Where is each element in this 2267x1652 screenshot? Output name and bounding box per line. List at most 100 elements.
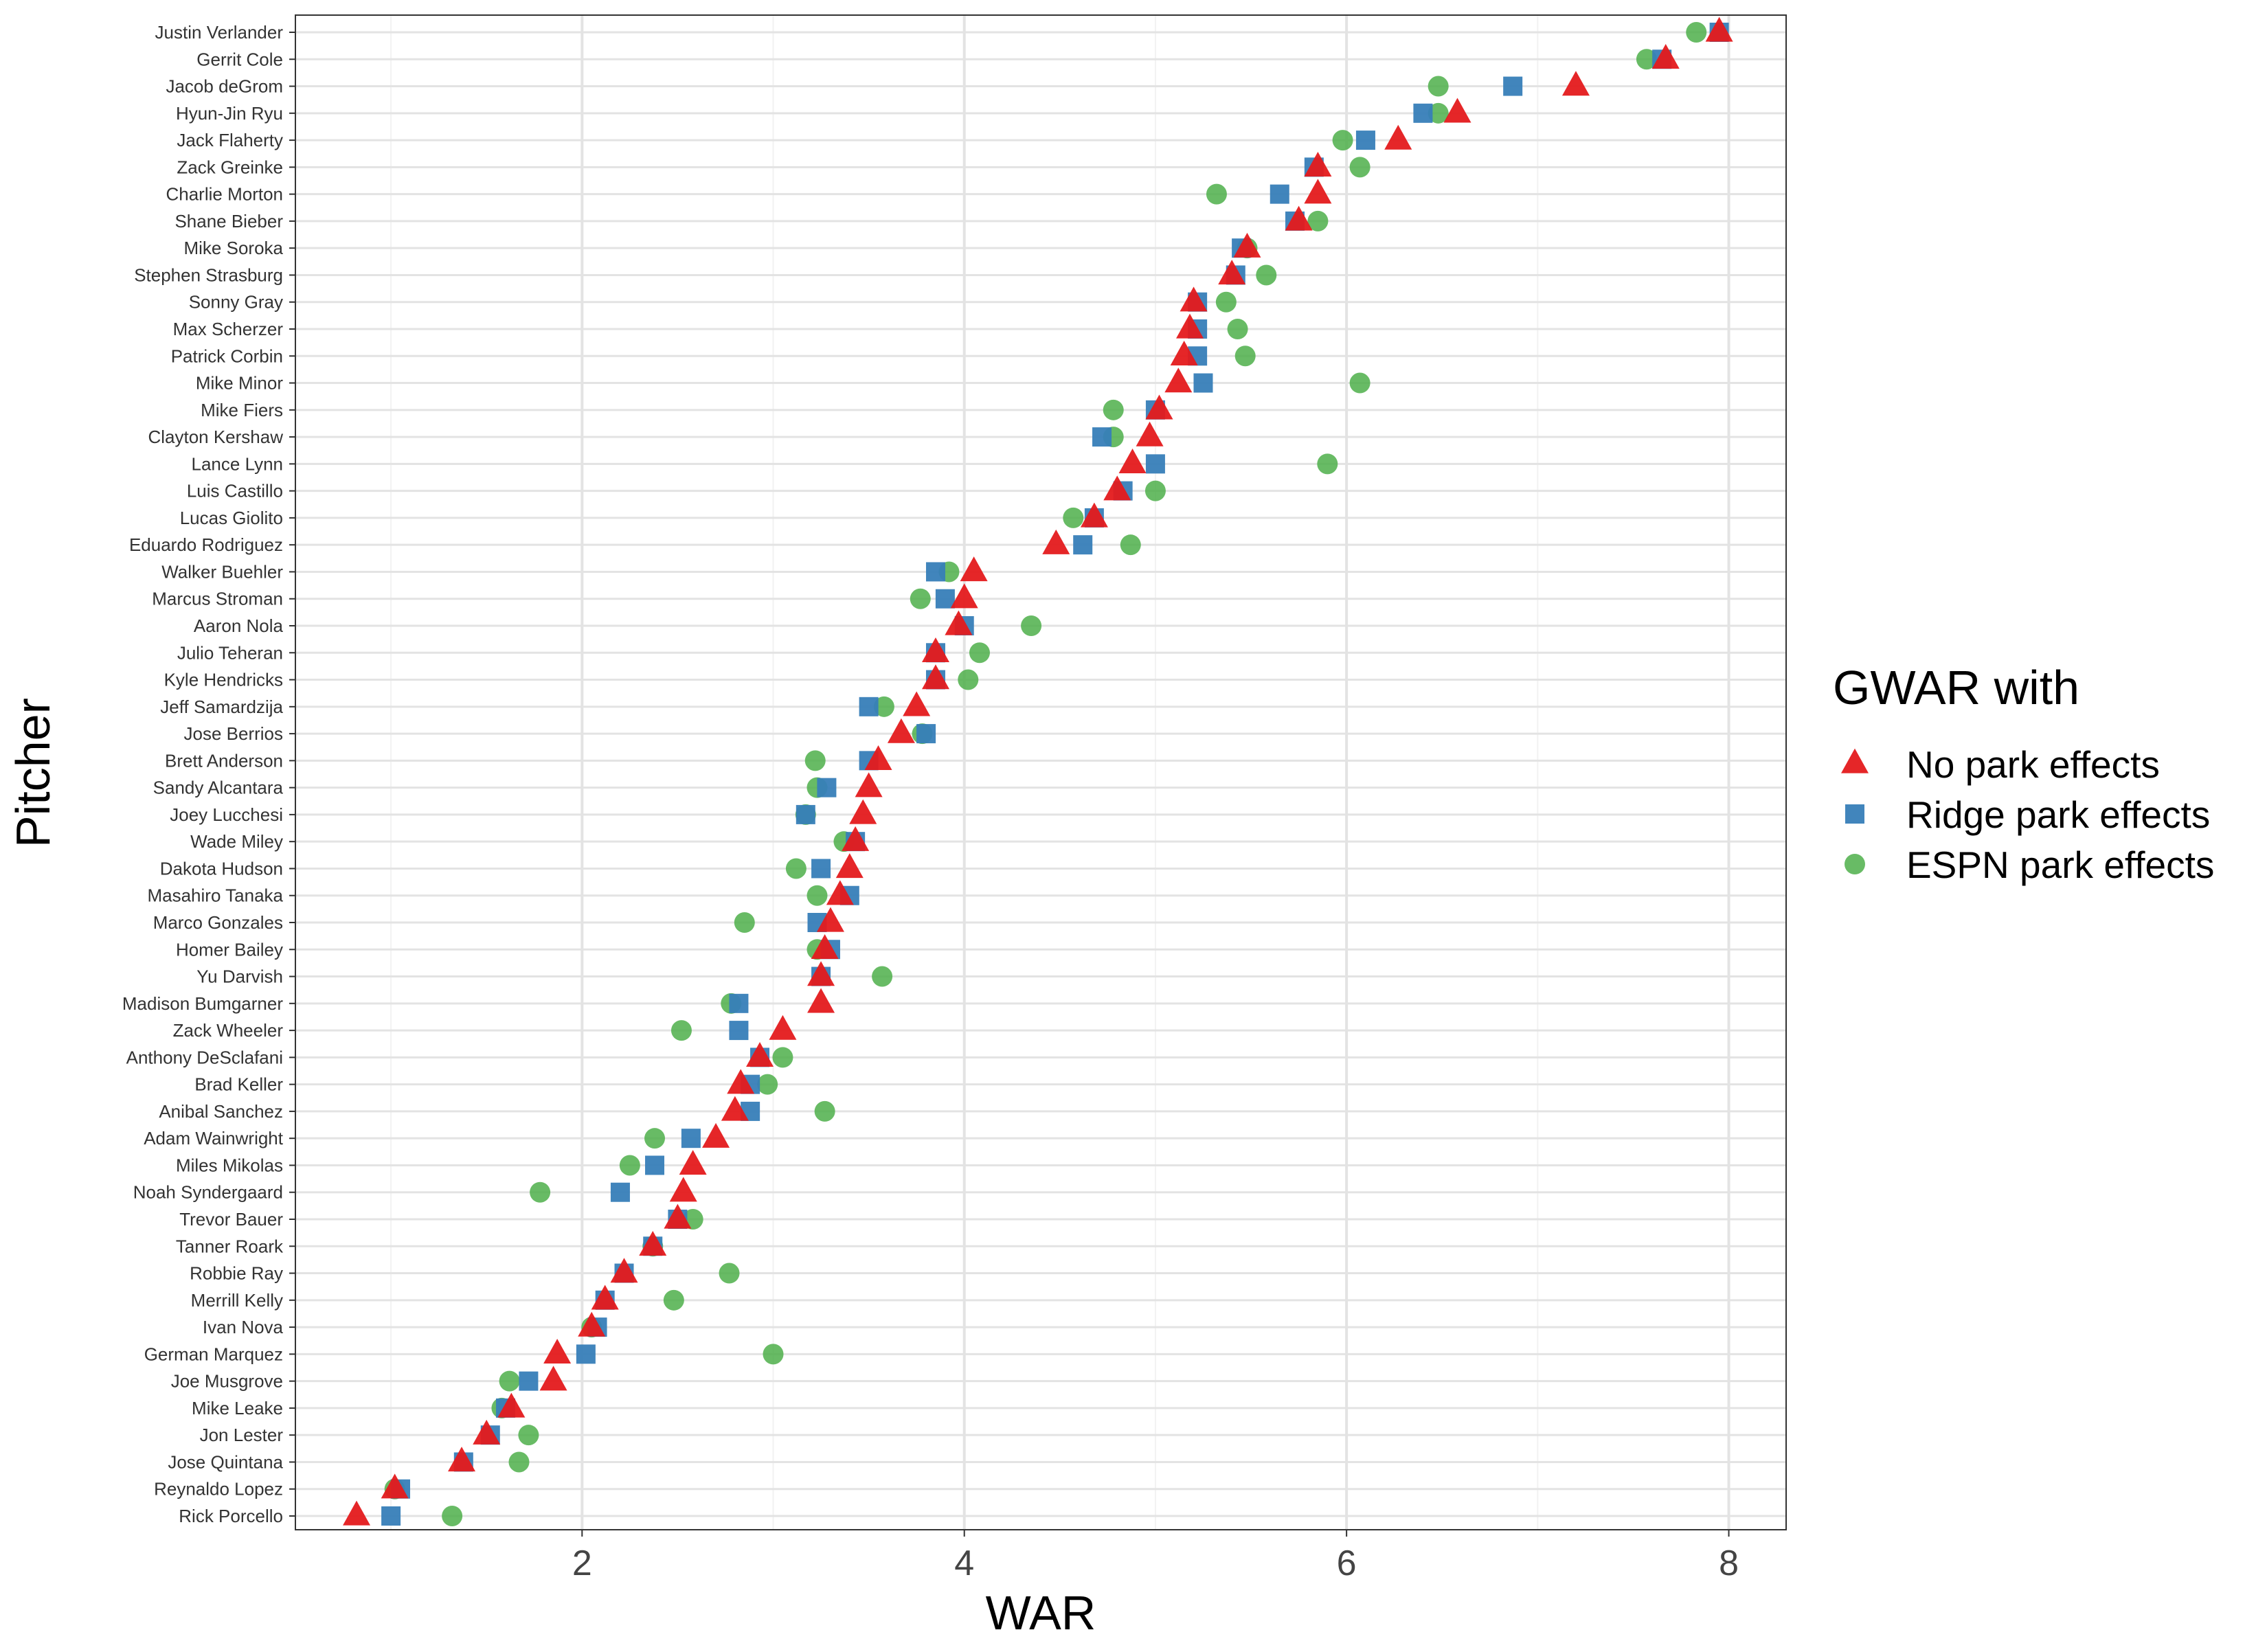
y-tick-label: Jack Flaherty bbox=[177, 130, 283, 150]
circle-point bbox=[958, 670, 978, 690]
square-point bbox=[796, 805, 815, 824]
square-point bbox=[611, 1183, 630, 1202]
y-tick-label: German Marquez bbox=[144, 1344, 283, 1364]
y-tick-label: Jose Berrios bbox=[184, 723, 284, 744]
circle-point bbox=[1206, 184, 1227, 205]
circle-point bbox=[1317, 453, 1338, 474]
x-tick-label: 4 bbox=[954, 1543, 974, 1583]
circle-point bbox=[872, 966, 892, 987]
square-point bbox=[645, 1155, 664, 1175]
y-tick-label: Jeff Samardzija bbox=[160, 697, 283, 717]
y-tick-label: Julio Teheran bbox=[177, 642, 283, 663]
circle-point bbox=[757, 1074, 778, 1095]
y-tick-label: Masahiro Tanaka bbox=[147, 885, 283, 906]
legend: GWAR with No park effectsRidge park effe… bbox=[1833, 661, 2214, 886]
circle-point bbox=[499, 1371, 520, 1392]
x-axis-title: WAR bbox=[986, 1586, 1096, 1640]
circle-point bbox=[1256, 264, 1276, 285]
y-tick-label: Jacob deGrom bbox=[166, 76, 283, 97]
square-point bbox=[1146, 454, 1165, 473]
y-tick-label: Brad Keller bbox=[194, 1074, 283, 1095]
y-tick-label: Charlie Morton bbox=[166, 184, 283, 205]
square-point bbox=[1503, 77, 1522, 96]
circle-point bbox=[509, 1451, 530, 1472]
circle-point bbox=[1103, 400, 1124, 420]
y-tick-label: Gerrit Cole bbox=[196, 49, 283, 69]
circle-point bbox=[969, 642, 990, 663]
y-tick-label: Madison Bumgarner bbox=[122, 993, 283, 1014]
square-point bbox=[1356, 131, 1375, 150]
x-tick-label: 6 bbox=[1337, 1543, 1357, 1583]
square-point bbox=[381, 1506, 401, 1526]
circle-point bbox=[1235, 346, 1256, 366]
square-point bbox=[936, 589, 955, 609]
circle-point bbox=[1686, 22, 1706, 43]
circle-point bbox=[1350, 157, 1371, 177]
y-tick-label: Tanner Roark bbox=[176, 1236, 284, 1256]
square-point bbox=[859, 697, 879, 716]
y-tick-label: Zack Greinke bbox=[177, 157, 283, 177]
legend-label: No park effects bbox=[1906, 743, 2160, 786]
y-tick-label: Stephen Strasburg bbox=[134, 264, 283, 285]
y-tick-label: Lucas Giolito bbox=[180, 508, 283, 528]
circle-point bbox=[644, 1128, 665, 1149]
y-tick-label: Homer Bailey bbox=[176, 939, 283, 960]
y-tick-label: Marcus Stroman bbox=[152, 589, 283, 609]
y-tick-label: Rick Porcello bbox=[179, 1506, 283, 1526]
y-tick-label: Brett Anderson bbox=[165, 750, 283, 771]
y-tick-label: Patrick Corbin bbox=[171, 346, 283, 366]
y-tick-label: Max Scherzer bbox=[173, 319, 284, 339]
legend-items: No park effectsRidge park effectsESPN pa… bbox=[1841, 743, 2214, 886]
circle-point bbox=[1063, 508, 1083, 528]
square-point bbox=[817, 778, 836, 797]
circle-point bbox=[1120, 534, 1141, 555]
y-tick-label: Jon Lester bbox=[200, 1425, 284, 1445]
circle-point bbox=[786, 858, 807, 879]
y-axis: Justin Verlander Gerrit Cole Jacob deGrom H… bbox=[122, 22, 295, 1526]
circle-point bbox=[518, 1425, 539, 1445]
y-tick-label: Sandy Alcantara bbox=[153, 778, 284, 798]
y-tick-label: Sonny Gray bbox=[189, 292, 283, 313]
y-tick-label: Luis Castillo bbox=[187, 481, 283, 501]
y-tick-label: Yu Darvish bbox=[196, 966, 283, 987]
legend-triangle-marker bbox=[1841, 749, 1869, 773]
y-tick-label: Anibal Sanchez bbox=[159, 1101, 283, 1122]
circle-point bbox=[815, 1101, 835, 1122]
y-tick-label: Clayton Kershaw bbox=[148, 427, 283, 447]
square-point bbox=[681, 1129, 701, 1148]
circle-point bbox=[734, 912, 755, 933]
y-tick-label: Mike Soroka bbox=[184, 238, 284, 258]
y-tick-label: Reynaldo Lopez bbox=[154, 1479, 283, 1500]
square-point bbox=[1092, 427, 1112, 446]
y-tick-label: Aaron Nola bbox=[194, 615, 284, 636]
y-tick-label: Ivan Nova bbox=[203, 1317, 284, 1337]
y-tick-label: Marco Gonzales bbox=[153, 912, 283, 933]
circle-point bbox=[1145, 481, 1166, 501]
y-tick-label: Hyun-Jin Ryu bbox=[176, 103, 283, 124]
circle-point bbox=[763, 1344, 784, 1364]
y-tick-label: Zack Wheeler bbox=[173, 1020, 284, 1041]
circle-point bbox=[664, 1290, 684, 1311]
y-tick-label: Justin Verlander bbox=[155, 22, 284, 43]
y-tick-label: Kyle Hendricks bbox=[164, 670, 283, 690]
circle-point bbox=[671, 1020, 692, 1041]
legend-label: ESPN park effects bbox=[1906, 844, 2214, 886]
legend-circle-marker bbox=[1845, 854, 1865, 874]
y-axis-title: Pitcher bbox=[6, 698, 60, 848]
square-point bbox=[576, 1344, 596, 1364]
y-tick-label: Joey Lucchesi bbox=[170, 804, 283, 825]
circle-point bbox=[1228, 319, 1248, 339]
y-tick-label: Mike Leake bbox=[192, 1398, 283, 1418]
x-axis: 2 4 6 8 bbox=[572, 1530, 1739, 1583]
square-point bbox=[729, 1021, 748, 1040]
circle-point bbox=[530, 1182, 550, 1203]
y-tick-label: Anthony DeSclafani bbox=[126, 1047, 283, 1067]
square-point bbox=[1270, 185, 1289, 204]
circle-point bbox=[807, 885, 828, 906]
circle-point bbox=[1428, 76, 1449, 97]
square-point bbox=[926, 562, 945, 581]
y-tick-label: Shane Bieber bbox=[174, 211, 283, 231]
circle-point bbox=[805, 750, 826, 771]
square-point bbox=[1193, 374, 1213, 393]
circle-point bbox=[442, 1506, 462, 1526]
